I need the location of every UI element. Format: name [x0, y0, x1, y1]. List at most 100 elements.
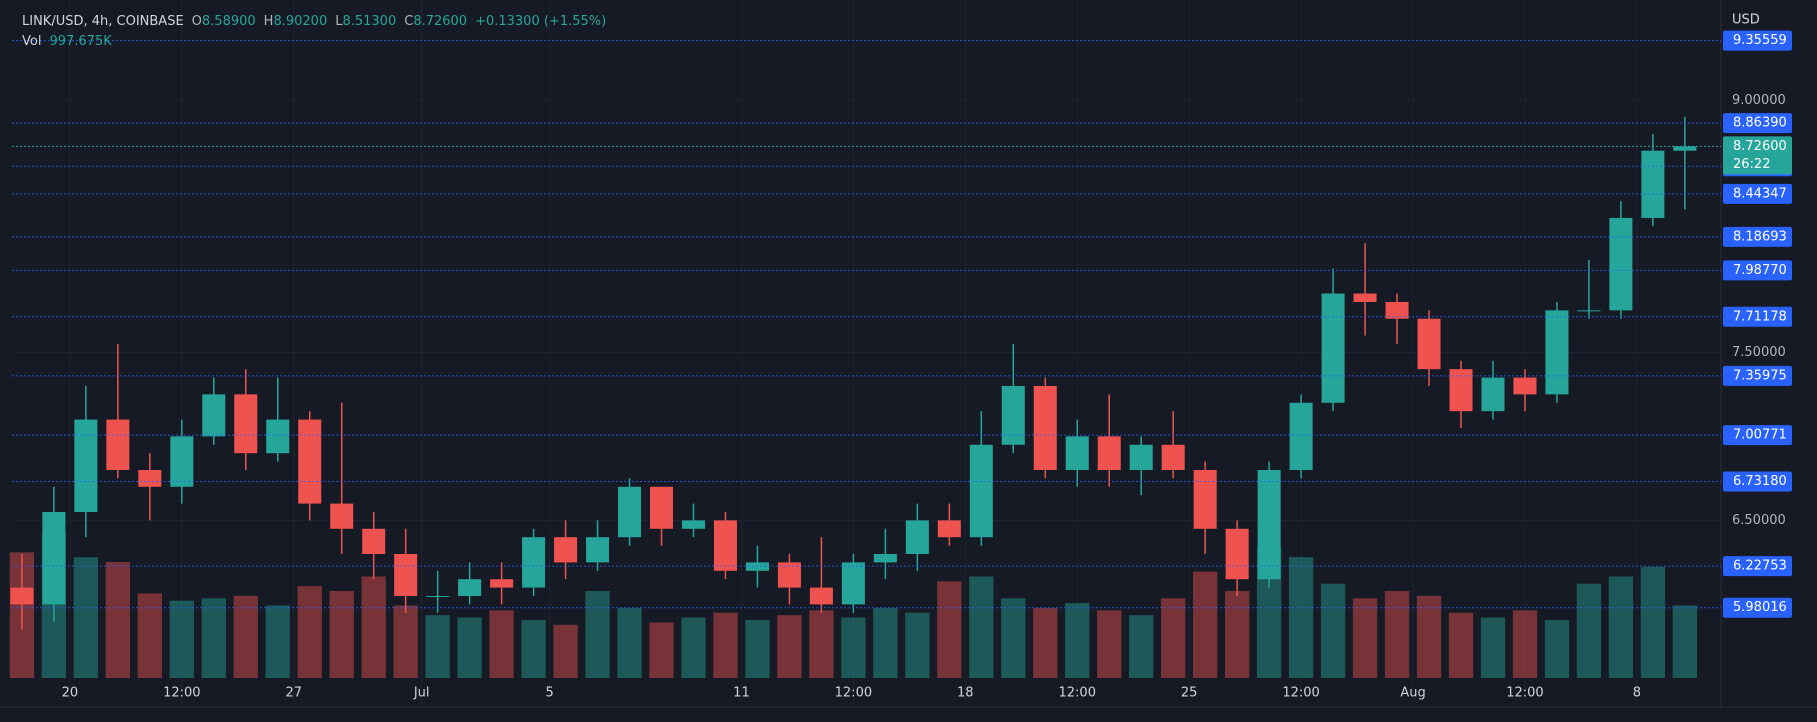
level-label-box — [1723, 113, 1792, 134]
level-label: 7.35975 — [1733, 368, 1787, 383]
candle-body — [1225, 528, 1249, 580]
volume-line: Vol 997.675K — [22, 32, 606, 52]
volume-bar — [425, 615, 450, 678]
volume-bar — [585, 591, 610, 678]
candle-body — [522, 537, 546, 588]
level-label: 9.35559 — [1733, 33, 1787, 48]
candle-body — [202, 394, 226, 437]
volume-bar — [649, 622, 674, 678]
candle-body — [1449, 369, 1473, 412]
volume-bar — [873, 607, 898, 678]
candle-body — [937, 520, 961, 538]
level-label: 8.18693 — [1733, 229, 1787, 244]
candle-body — [362, 528, 386, 554]
candle-body — [1001, 385, 1025, 445]
volume-bar — [73, 557, 99, 678]
candle-body — [1065, 436, 1089, 470]
level-label: 8.86390 — [1733, 116, 1787, 131]
candle-body — [426, 596, 450, 598]
candle-body — [905, 520, 929, 554]
volume-bar — [553, 624, 578, 678]
x-tick-label: 18 — [957, 686, 974, 701]
volume-bar — [1576, 583, 1602, 678]
volume-bar — [713, 612, 738, 678]
level-label-box — [1723, 556, 1792, 577]
y-tick-label: 7.50000 — [1732, 345, 1786, 360]
candle-body — [1257, 469, 1281, 580]
volume-bar — [777, 615, 802, 678]
candle-body — [1353, 293, 1377, 302]
volume-label: Vol — [22, 34, 42, 49]
level-label: 5.98016 — [1733, 600, 1787, 615]
candle-body — [106, 419, 130, 470]
level-label-box — [1723, 365, 1792, 386]
level-label-box — [1723, 425, 1792, 446]
volume-bar — [1320, 583, 1346, 678]
candle-body — [1481, 377, 1505, 412]
ohlc-value: 8.90200 — [273, 14, 328, 29]
x-tick-label: 25 — [1181, 686, 1198, 701]
candle-body — [809, 587, 833, 605]
candle-body — [1161, 444, 1185, 470]
volume-bar — [1448, 612, 1474, 678]
ohlc-value: 8.58900 — [201, 14, 256, 29]
legend: LINK/USD, 4h, COINBASE O8.58900 H8.90200 L8… — [22, 12, 606, 52]
volume-bar — [1097, 610, 1122, 678]
candle-body — [1577, 310, 1601, 312]
candle-body — [74, 419, 98, 512]
candle-body — [1513, 377, 1537, 395]
volume-bar — [617, 607, 642, 678]
candle-body — [170, 436, 194, 487]
candle-body — [618, 486, 642, 538]
volume-bar — [1001, 598, 1026, 678]
volume-bar — [1480, 617, 1506, 678]
candle-body — [234, 394, 258, 454]
volume-bar — [1193, 571, 1218, 678]
candle-body — [1673, 146, 1697, 151]
volume-bar — [1033, 607, 1058, 678]
volume-bar — [1640, 566, 1666, 678]
candle-body — [1321, 293, 1345, 403]
candle-body — [586, 537, 610, 563]
symbol: LINK/USD, 4h, COINBASE — [22, 14, 184, 29]
candle-body — [490, 579, 514, 588]
x-tick-label: 8 — [1633, 686, 1641, 701]
volume-bar — [361, 576, 386, 678]
level-label-box — [1723, 183, 1792, 204]
volume-bar — [137, 593, 162, 678]
y-tick-label: 6.50000 — [1732, 513, 1786, 528]
level-label: 6.22753 — [1733, 559, 1787, 574]
volume-bar — [1065, 603, 1090, 678]
volume-bar — [297, 586, 322, 678]
volume-bar — [1161, 598, 1186, 678]
x-tick-label: 5 — [545, 686, 553, 701]
x-tick-label: 11 — [733, 686, 750, 701]
currency: USD — [1732, 13, 1760, 28]
candle-body — [1097, 436, 1121, 470]
volume-bar — [681, 617, 706, 678]
volume-bar — [489, 610, 514, 678]
volume-bar — [905, 612, 930, 678]
level-label: 7.00771 — [1733, 428, 1787, 443]
change: +0.13300 (+1.55%) — [475, 14, 607, 29]
candle-body — [554, 537, 578, 563]
countdown: 26:22 — [1733, 157, 1770, 172]
candle-body — [458, 579, 482, 597]
y-tick-label: 9.00000 — [1732, 93, 1786, 108]
level-label-box — [1723, 260, 1792, 281]
x-tick-label: 20 — [62, 686, 79, 701]
level-label-box — [1723, 226, 1792, 247]
volume-bar — [841, 617, 866, 678]
x-tick-label: 12:00 — [1059, 686, 1096, 701]
candle-body — [1033, 385, 1057, 470]
x-tick-label: 12:00 — [163, 686, 200, 701]
x-tick-label: 12:00 — [1282, 686, 1319, 701]
ohlc-key: O — [191, 14, 202, 29]
candle-body — [298, 419, 322, 504]
candle-body — [1609, 217, 1633, 311]
level-label: 6.73180 — [1733, 474, 1787, 489]
ohlc-key: L — [335, 14, 343, 29]
x-tick-label: 12:00 — [1506, 686, 1543, 701]
volume-bar — [745, 620, 770, 678]
